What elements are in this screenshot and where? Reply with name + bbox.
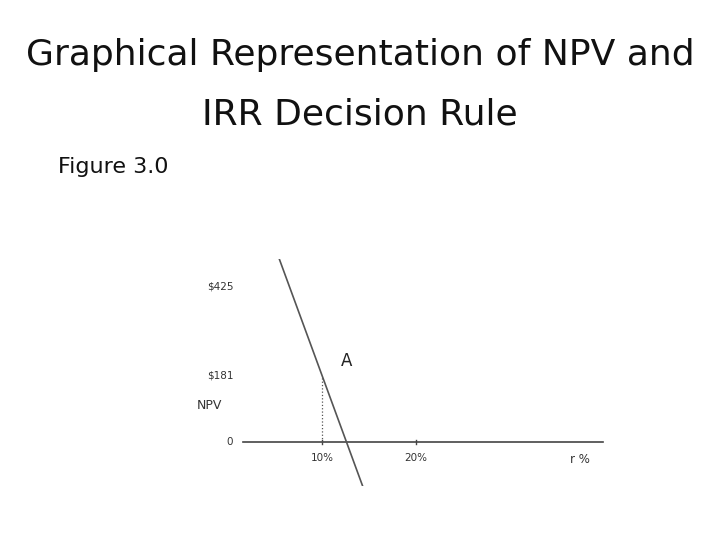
Text: Figure 3.0: Figure 3.0 bbox=[58, 157, 168, 177]
Text: 10%: 10% bbox=[311, 453, 333, 463]
Text: $181: $181 bbox=[207, 371, 233, 381]
Text: IRR Decision Rule: IRR Decision Rule bbox=[202, 97, 518, 131]
Text: 0: 0 bbox=[227, 437, 233, 447]
Text: A: A bbox=[341, 353, 352, 370]
Text: Graphical Representation of NPV and: Graphical Representation of NPV and bbox=[26, 38, 694, 72]
Text: 20%: 20% bbox=[405, 453, 427, 463]
Text: NPV: NPV bbox=[197, 399, 222, 412]
Text: $425: $425 bbox=[207, 282, 233, 292]
Text: r %: r % bbox=[570, 453, 590, 466]
